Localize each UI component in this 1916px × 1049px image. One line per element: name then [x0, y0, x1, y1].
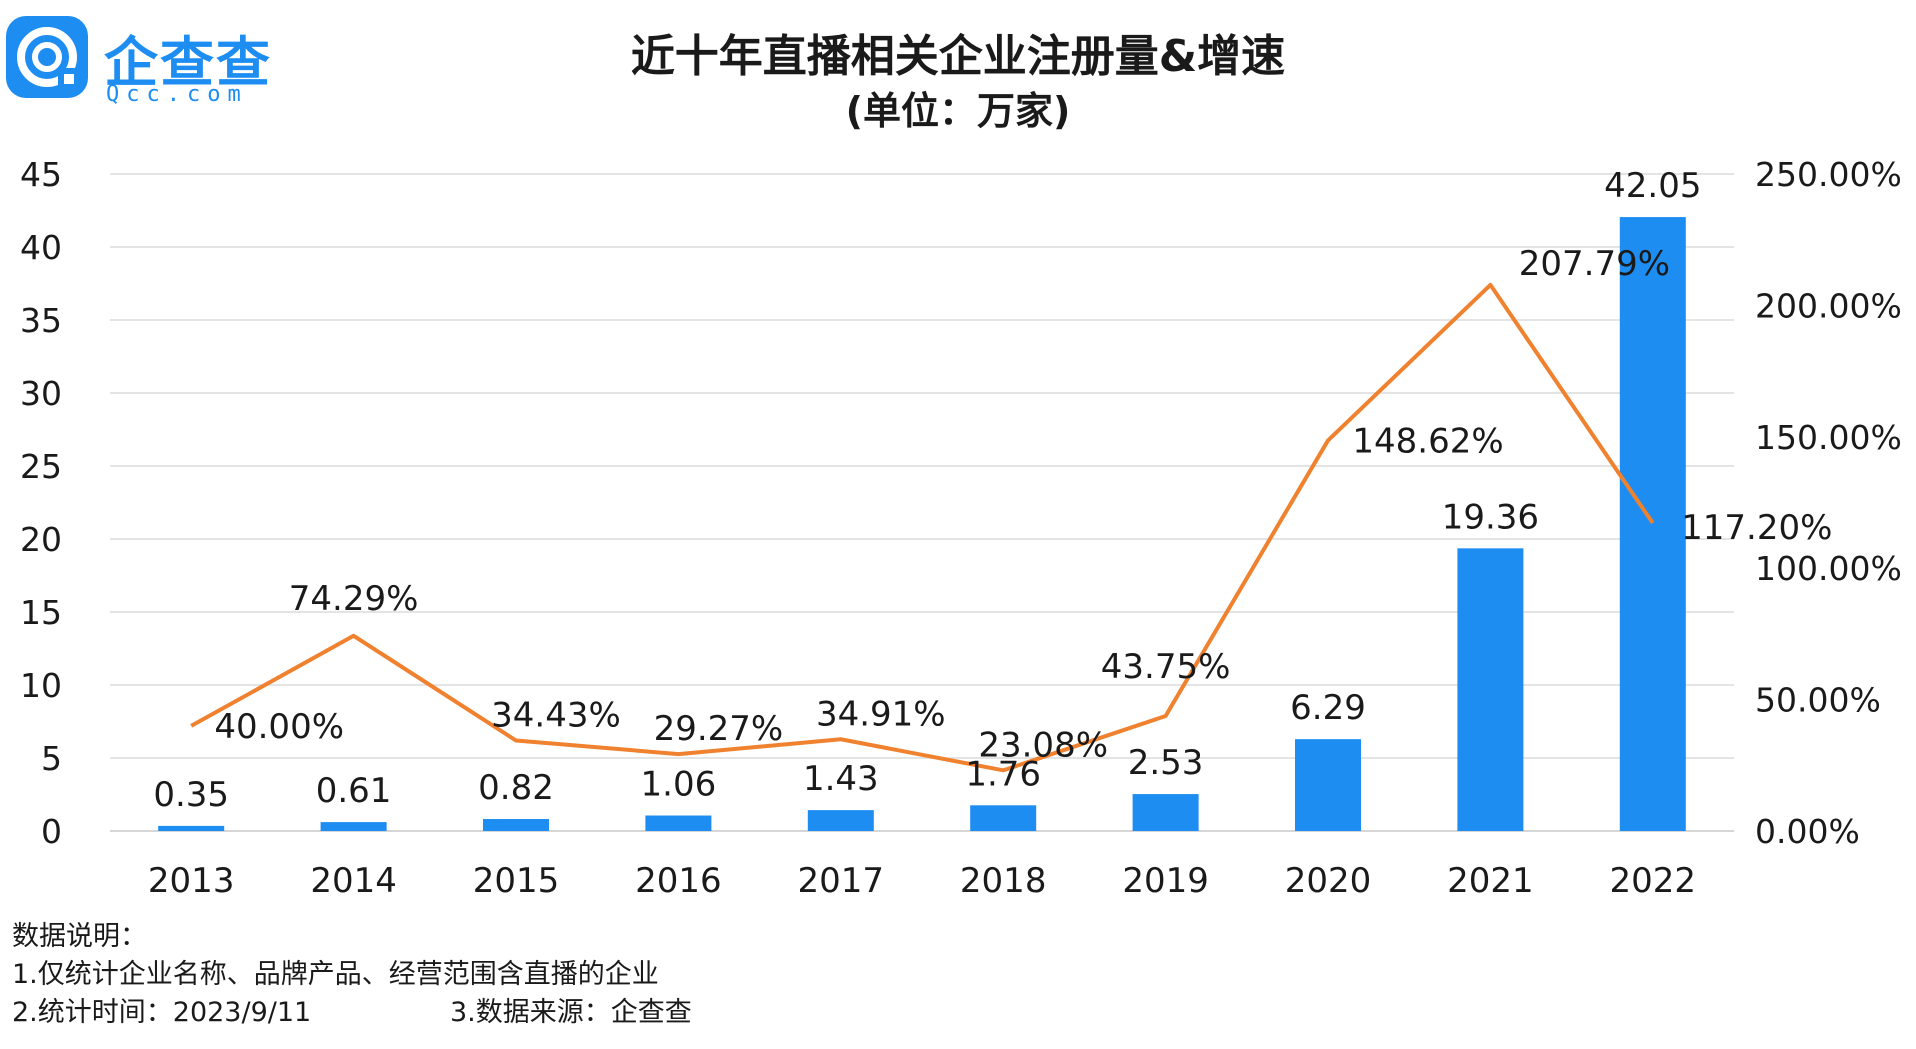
bar: [320, 822, 387, 831]
bar-value-label: 1.43: [803, 759, 879, 799]
brand-domain: Qcc.com: [106, 82, 248, 107]
right-axis-tick-label: 250.00%: [1755, 155, 1902, 194]
right-axis-tick-label: 0.00%: [1755, 812, 1860, 851]
brand-logo: 企查查 Qcc.com: [6, 16, 286, 107]
brand-name: 企查查: [104, 31, 272, 94]
line-value-label: 74.29%: [289, 579, 419, 619]
x-axis-tick-label: 2022: [1610, 861, 1697, 901]
notes-stat-time: 2.统计时间：2023/9/11: [12, 997, 312, 1028]
bar: [1457, 548, 1524, 831]
right-axis-tick-label: 100.00%: [1755, 549, 1902, 588]
bar-value-label: 0.82: [478, 768, 554, 808]
left-axis-tick-label: 40: [20, 228, 62, 267]
left-axis-tick-label: 45: [20, 155, 62, 194]
bar-value-label: 2.53: [1128, 743, 1204, 783]
notes-heading: 数据说明：: [12, 921, 147, 952]
line-value-label: 29.27%: [654, 709, 784, 749]
notes-source: 3.数据来源：企查查: [450, 997, 692, 1028]
right-axis-tick-label: 150.00%: [1755, 418, 1902, 457]
bar: [970, 805, 1037, 831]
x-axis-tick-label: 2014: [310, 861, 397, 901]
left-axis-tick-label: 30: [20, 374, 62, 413]
line-value-label: 43.75%: [1101, 647, 1231, 687]
left-axis-tick-label: 15: [20, 593, 62, 632]
x-axis-tick-label: 2015: [473, 861, 560, 901]
left-axis-tick-label: 5: [41, 739, 62, 778]
bar: [1295, 739, 1361, 831]
x-axis-tick-label: 2016: [635, 861, 722, 901]
bar: [158, 825, 225, 831]
x-axis-tick-label: 2018: [960, 861, 1047, 901]
line-value-label: 40.00%: [214, 707, 344, 747]
bar: [645, 815, 712, 831]
line-value-label: 148.62%: [1352, 421, 1503, 461]
bar-value-label: 1.76: [965, 754, 1041, 794]
line-value-label: 207.79%: [1519, 244, 1670, 284]
bar-value-label: 1.06: [641, 765, 717, 805]
bar: [807, 810, 874, 831]
bar: [1132, 794, 1199, 831]
right-axis-tick-label: 50.00%: [1755, 681, 1881, 720]
bar-value-label: 6.29: [1290, 688, 1366, 728]
notes-line-1: 1.仅统计企业名称、品牌产品、经营范围含直播的企业: [12, 959, 659, 990]
notes-line-2: 2.统计时间：2023/9/11 3.数据来源：企查查: [12, 994, 692, 1032]
x-axis-tick-label: 2021: [1447, 861, 1534, 901]
chart-title: 近十年直播相关企业注册量&增速: [630, 31, 1286, 82]
left-axis-tick-label: 25: [20, 447, 62, 486]
bar-value-label: 19.36: [1442, 497, 1539, 537]
bar: [483, 819, 549, 831]
qcc-logo-icon: [6, 16, 88, 98]
right-axis-tick-label: 200.00%: [1755, 286, 1902, 325]
growth-line: [190, 282, 1655, 773]
left-axis-tick-label: 0: [41, 812, 62, 851]
data-notes: 数据说明： 1.仅统计企业名称、品牌产品、经营范围含直播的企业 2.统计时间：2…: [12, 918, 692, 1032]
left-axis-tick-label: 10: [20, 666, 62, 705]
x-axis-tick-label: 2017: [798, 861, 885, 901]
bar-value-label: 0.35: [153, 775, 229, 815]
x-axis-tick-label: 2020: [1285, 861, 1372, 901]
bar: [1619, 217, 1686, 831]
bar-value-label: 42.05: [1604, 166, 1701, 206]
line-value-label: 117.20%: [1681, 508, 1832, 548]
chart-subtitle: (单位：万家): [845, 89, 1071, 133]
line-value-label: 34.43%: [491, 696, 621, 736]
x-axis-tick-label: 2013: [148, 861, 235, 901]
line-value-label: 23.08%: [978, 725, 1108, 765]
line-value-label: 34.91%: [816, 694, 946, 734]
x-axis-tick-label: 2019: [1122, 861, 1209, 901]
bar-value-label: 0.61: [316, 771, 392, 811]
left-axis-tick-label: 20: [20, 520, 62, 559]
left-axis-tick-label: 35: [20, 301, 62, 340]
